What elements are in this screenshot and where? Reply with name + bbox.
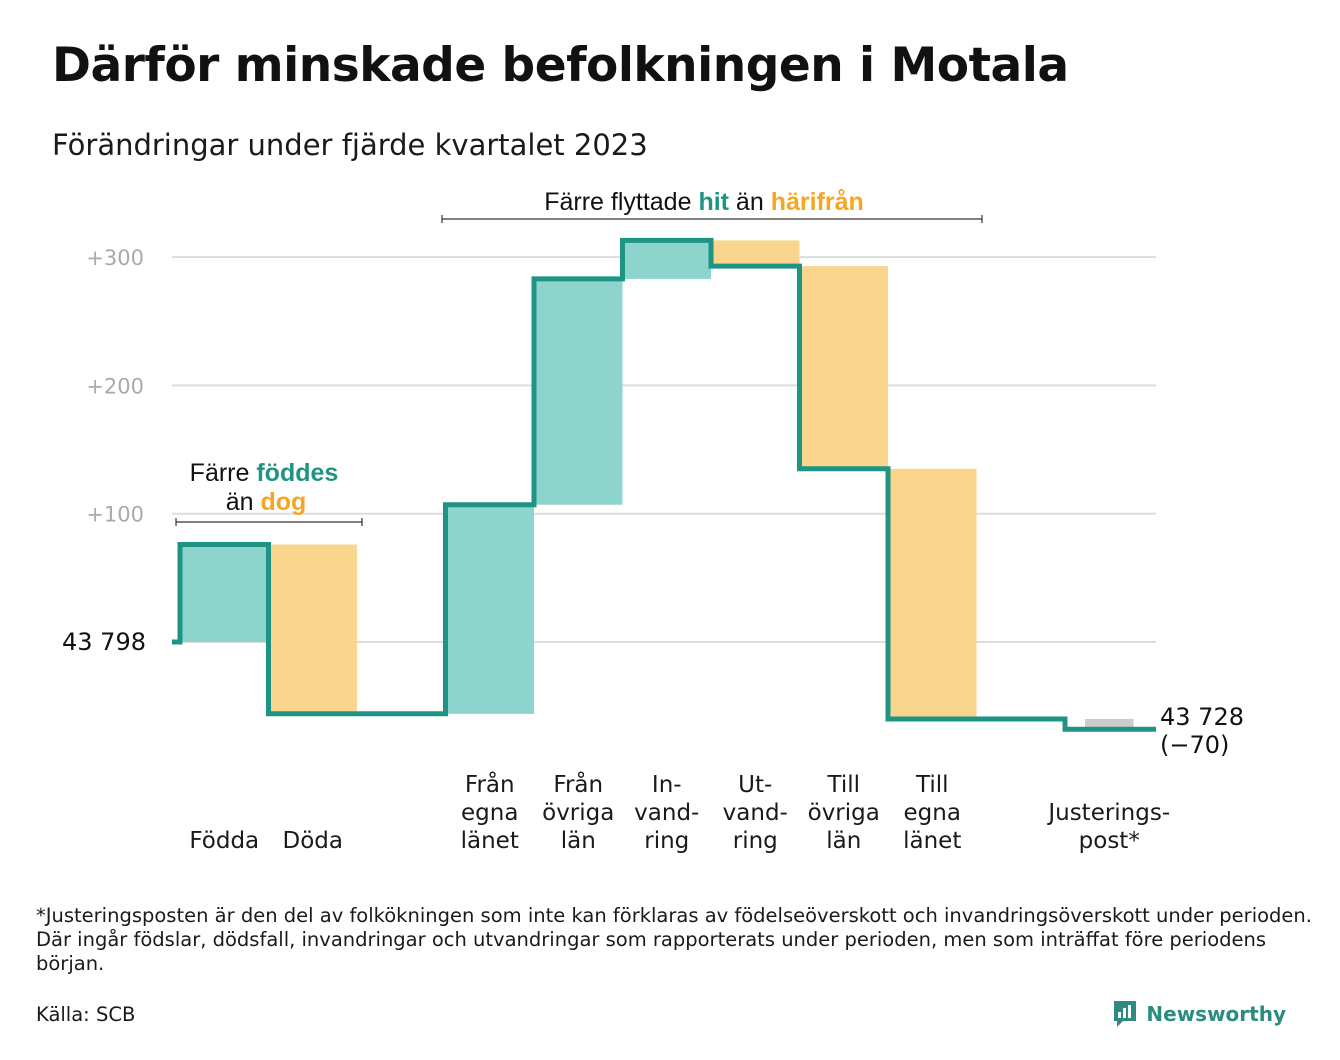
category-label: In-vand-ring xyxy=(634,772,699,854)
line-layer xyxy=(172,237,1156,732)
chart-title: Därför minskade befolkningen i Motala xyxy=(52,38,1069,93)
waterfall-bar xyxy=(888,468,977,719)
category-label: Ut-vand-ring xyxy=(723,772,788,854)
waterfall-bar xyxy=(534,278,623,505)
waterfall-bar xyxy=(1085,718,1134,730)
category-label: Justerings-post* xyxy=(1046,800,1170,854)
annotation-moves: Färre flyttade hit än härifrån xyxy=(544,188,864,216)
label-layer: Födda Döda Från egna länet Från övriga län In-va… xyxy=(62,628,1244,854)
start-value-label: 43 798 xyxy=(62,628,146,656)
waterfall-bar xyxy=(268,544,357,714)
waterfall-bar xyxy=(799,266,888,469)
brand-logo: Newsworthy xyxy=(1112,997,1286,1031)
annotation-births-line1: Färre föddes xyxy=(190,459,339,487)
category-label: Födda xyxy=(189,828,259,854)
waterfall-bar xyxy=(180,544,269,642)
category-label: Från egna länet xyxy=(461,770,519,854)
waterfall-bar xyxy=(445,504,534,714)
end-change-label: (−70) xyxy=(1160,731,1229,759)
y-tick-label: +200 xyxy=(86,374,144,398)
y-tick-label: +100 xyxy=(86,503,144,527)
waterfall-bar xyxy=(711,240,800,267)
bar-layer xyxy=(180,240,1134,730)
running-total-line xyxy=(172,237,1156,732)
annotation-births-line2: än dog xyxy=(226,488,307,516)
end-value-label: 43 728 xyxy=(1160,703,1244,731)
y-tick-label: +300 xyxy=(86,246,144,270)
category-label: Till övriga län xyxy=(808,772,880,854)
category-label: Till egna länet xyxy=(903,772,961,854)
waterfall-chart: +100 +200 +300 Födda Döda Från egna länet Från ö… xyxy=(62,188,1244,854)
chart-subtitle: Förändringar under fjärde kvartalet 2023 xyxy=(52,128,648,162)
category-label: Döda xyxy=(283,828,343,854)
footnote: *Justeringsposten är den del av folkökni… xyxy=(36,904,1312,975)
waterfall-bar xyxy=(622,240,711,279)
source-label: Källa: SCB xyxy=(36,1003,136,1026)
newsworthy-logo-icon xyxy=(1114,1001,1137,1027)
category-label: Från övriga län xyxy=(542,770,614,854)
brand-name: Newsworthy xyxy=(1146,1002,1286,1026)
